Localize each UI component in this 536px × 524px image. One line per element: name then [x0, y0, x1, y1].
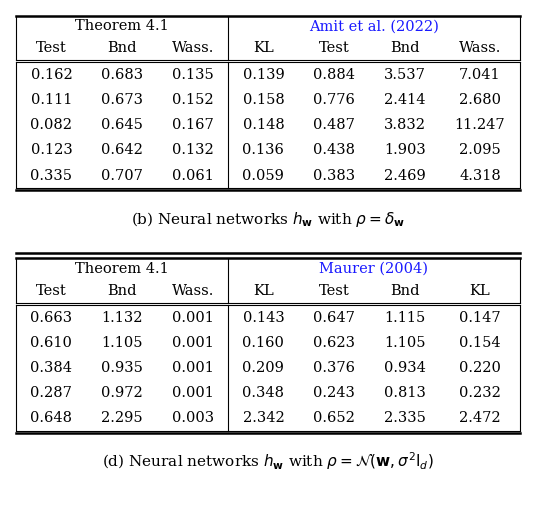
Text: 0.001: 0.001: [172, 386, 214, 400]
Text: 0.136: 0.136: [242, 144, 284, 157]
Text: 0.648: 0.648: [31, 411, 72, 425]
Text: 2.095: 2.095: [459, 144, 501, 157]
Text: 1.105: 1.105: [101, 336, 143, 350]
Text: Bnd: Bnd: [390, 284, 420, 298]
Text: 0.972: 0.972: [101, 386, 143, 400]
Text: Theorem 4.1: Theorem 4.1: [75, 262, 169, 276]
Text: 0.935: 0.935: [101, 361, 143, 375]
Text: 0.623: 0.623: [313, 336, 355, 350]
Text: 1.132: 1.132: [101, 311, 143, 324]
Text: 2.342: 2.342: [242, 411, 284, 425]
Text: 0.162: 0.162: [31, 68, 72, 82]
Text: 0.158: 0.158: [242, 93, 284, 107]
Text: 0.001: 0.001: [172, 361, 214, 375]
Text: (d) Neural networks $h_{\mathbf{w}}$ with $\rho = \mathcal{N}(\mathbf{w}, \sigma: (d) Neural networks $h_{\mathbf{w}}$ wit…: [102, 451, 434, 473]
Text: 0.673: 0.673: [101, 93, 143, 107]
Text: 0.652: 0.652: [313, 411, 355, 425]
Text: 4.318: 4.318: [459, 169, 501, 182]
Text: 0.143: 0.143: [242, 311, 284, 324]
Text: 0.123: 0.123: [31, 144, 72, 157]
Text: 2.680: 2.680: [459, 93, 501, 107]
Text: 0.642: 0.642: [101, 144, 143, 157]
Text: 0.487: 0.487: [313, 118, 355, 132]
Text: 0.813: 0.813: [384, 386, 426, 400]
Text: 0.287: 0.287: [31, 386, 72, 400]
Text: 0.001: 0.001: [172, 311, 214, 324]
Text: Amit et al. (2022): Amit et al. (2022): [309, 19, 439, 33]
Text: 0.335: 0.335: [31, 169, 72, 182]
Text: 0.383: 0.383: [313, 169, 355, 182]
Text: 0.376: 0.376: [313, 361, 355, 375]
Text: 0.663: 0.663: [31, 311, 72, 324]
Text: 0.645: 0.645: [101, 118, 143, 132]
Text: KL: KL: [470, 284, 490, 298]
Text: KL: KL: [253, 284, 274, 298]
Text: KL: KL: [253, 41, 274, 56]
Text: 0.610: 0.610: [31, 336, 72, 350]
Text: Bnd: Bnd: [390, 41, 420, 56]
Text: 2.472: 2.472: [459, 411, 501, 425]
Text: 0.384: 0.384: [31, 361, 72, 375]
Text: Wass.: Wass.: [459, 41, 501, 56]
Text: 0.348: 0.348: [242, 386, 285, 400]
Text: 0.154: 0.154: [459, 336, 501, 350]
Text: Bnd: Bnd: [107, 41, 137, 56]
Text: 0.776: 0.776: [313, 93, 355, 107]
Text: 0.160: 0.160: [242, 336, 284, 350]
Text: 0.148: 0.148: [242, 118, 284, 132]
Text: 0.061: 0.061: [172, 169, 214, 182]
Text: 0.220: 0.220: [459, 361, 501, 375]
Text: 0.111: 0.111: [31, 93, 72, 107]
Text: 0.082: 0.082: [31, 118, 72, 132]
Text: 2.469: 2.469: [384, 169, 426, 182]
Text: 0.132: 0.132: [172, 144, 214, 157]
Text: 2.295: 2.295: [101, 411, 143, 425]
Text: 0.232: 0.232: [459, 386, 501, 400]
Text: 1.105: 1.105: [384, 336, 426, 350]
Text: 2.414: 2.414: [384, 93, 426, 107]
Text: 0.147: 0.147: [459, 311, 501, 324]
Text: 0.003: 0.003: [172, 411, 214, 425]
Text: 0.707: 0.707: [101, 169, 143, 182]
Text: 0.243: 0.243: [313, 386, 355, 400]
Text: 0.059: 0.059: [242, 169, 284, 182]
Text: 0.438: 0.438: [313, 144, 355, 157]
Text: 0.135: 0.135: [172, 68, 214, 82]
Text: 0.683: 0.683: [101, 68, 143, 82]
Text: 1.115: 1.115: [384, 311, 426, 324]
Text: 0.139: 0.139: [242, 68, 284, 82]
Text: 11.247: 11.247: [455, 118, 505, 132]
Text: (b) Neural networks $h_{\mathbf{w}}$ with $\rho = \delta_{\mathbf{w}}$: (b) Neural networks $h_{\mathbf{w}}$ wit…: [131, 210, 405, 228]
Text: 3.537: 3.537: [384, 68, 426, 82]
Text: Bnd: Bnd: [107, 284, 137, 298]
Text: 0.001: 0.001: [172, 336, 214, 350]
Text: 0.647: 0.647: [313, 311, 355, 324]
Text: Maurer (2004): Maurer (2004): [319, 262, 428, 276]
Text: 0.934: 0.934: [384, 361, 426, 375]
Text: Test: Test: [36, 284, 67, 298]
Text: 7.041: 7.041: [459, 68, 501, 82]
Text: Test: Test: [319, 284, 349, 298]
Text: Test: Test: [319, 41, 349, 56]
Text: 0.152: 0.152: [172, 93, 213, 107]
Text: 2.335: 2.335: [384, 411, 426, 425]
Text: 3.832: 3.832: [384, 118, 426, 132]
Text: 0.209: 0.209: [242, 361, 284, 375]
Text: 0.884: 0.884: [313, 68, 355, 82]
Text: 0.167: 0.167: [172, 118, 214, 132]
Text: Test: Test: [36, 41, 67, 56]
Text: Theorem 4.1: Theorem 4.1: [75, 19, 169, 33]
Text: Wass.: Wass.: [172, 41, 214, 56]
Text: Wass.: Wass.: [172, 284, 214, 298]
Text: 1.903: 1.903: [384, 144, 426, 157]
